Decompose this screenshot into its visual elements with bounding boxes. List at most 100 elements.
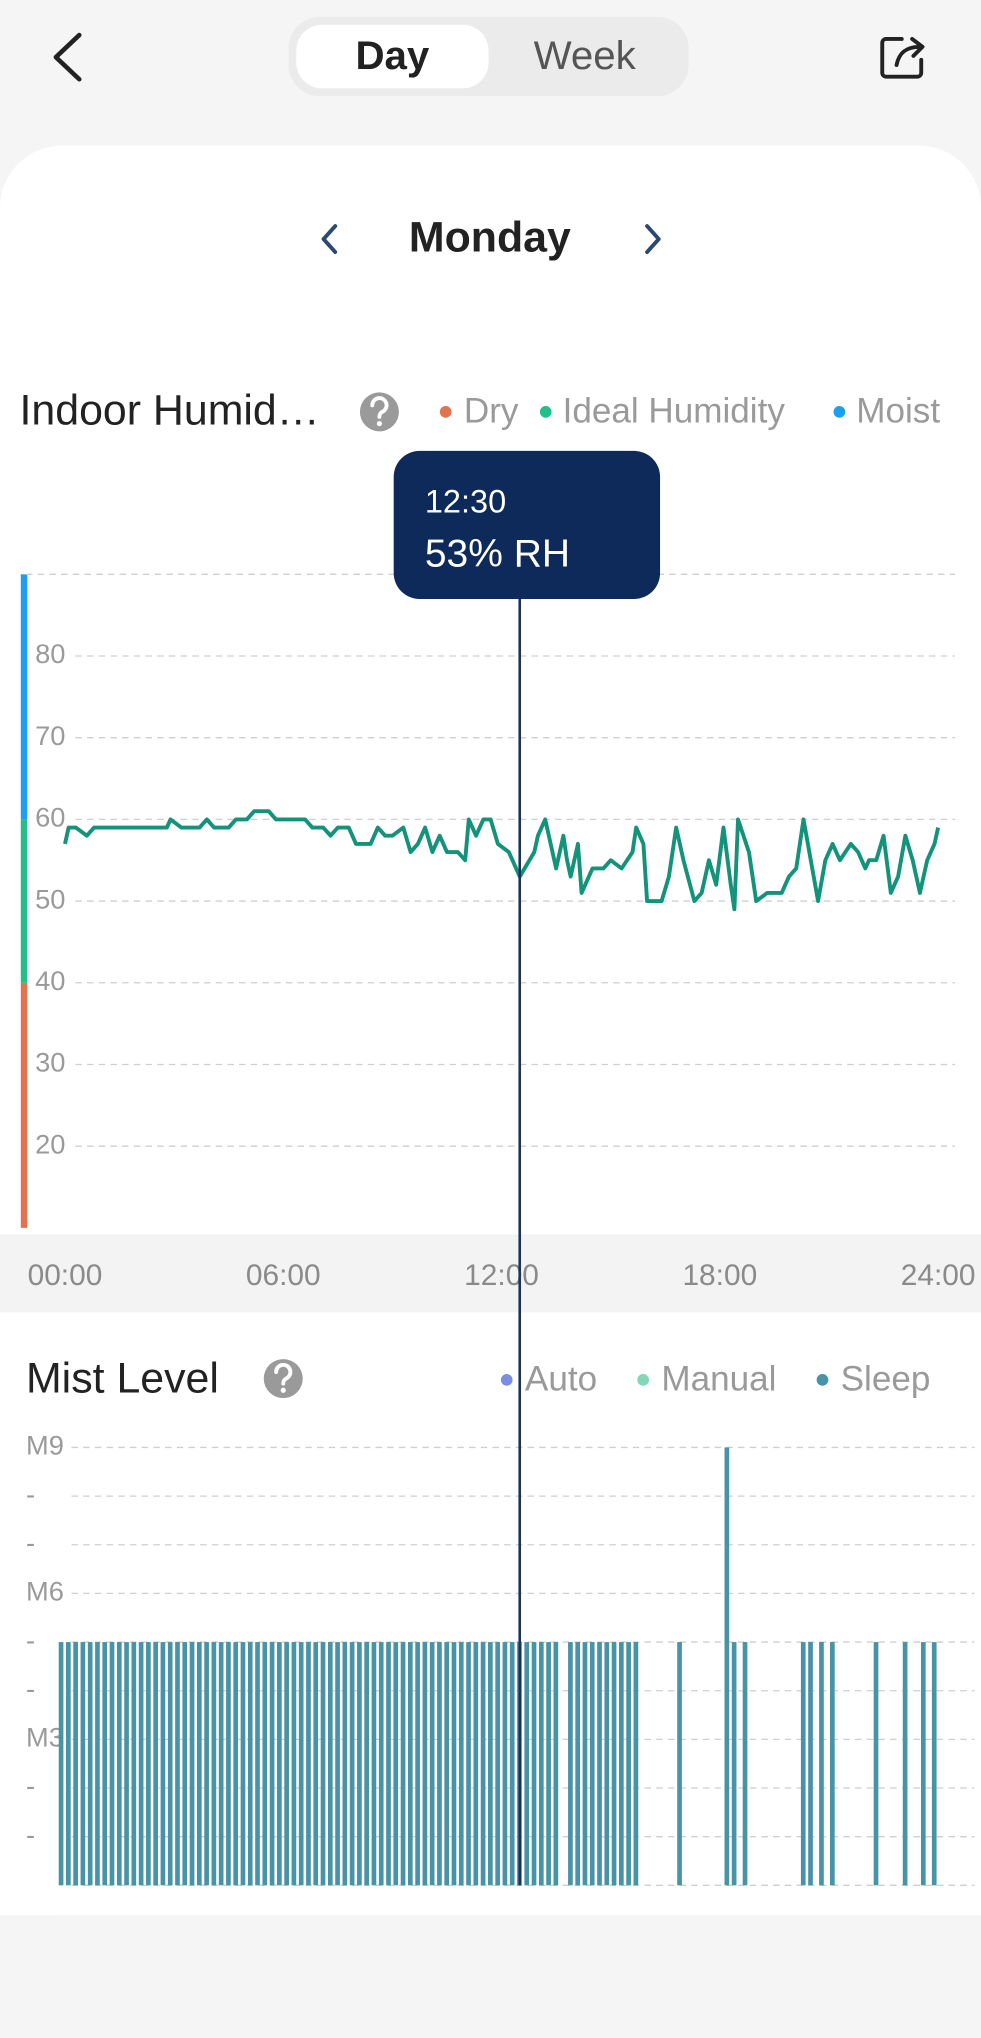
mist-bar <box>466 1642 471 1886</box>
mist-bar <box>873 1642 879 1886</box>
y-tick-label: 70 <box>35 720 65 751</box>
mist-bar <box>211 1642 217 1886</box>
mist-bar <box>58 1642 64 1886</box>
zone-band <box>20 982 28 1228</box>
humidity-line <box>63 809 941 912</box>
mist-bar <box>298 1642 304 1886</box>
mist-bar <box>73 1642 78 1886</box>
y-tick-label: 40 <box>35 965 65 996</box>
x-tick-label: 12:00 <box>464 1259 539 1292</box>
mist-bar <box>146 1642 151 1886</box>
mist-bar <box>116 1642 122 1886</box>
mist-bar <box>502 1642 508 1886</box>
mist-bar <box>800 1642 806 1886</box>
mist-bar <box>437 1642 442 1886</box>
next-day[interactable] <box>645 224 661 255</box>
mist-bar <box>597 1642 602 1886</box>
tab-week[interactable]: Week <box>534 33 637 78</box>
y-tick-label: - <box>26 1770 35 1801</box>
mist-bar <box>902 1642 908 1886</box>
mist-bar <box>277 1642 282 1886</box>
mist-bar <box>604 1642 610 1886</box>
share-button[interactable] <box>880 37 925 79</box>
mist-bar <box>240 1642 246 1886</box>
mist-bar <box>378 1642 384 1886</box>
mist-bar <box>175 1642 180 1886</box>
mist-bar <box>131 1642 137 1886</box>
mist-bar <box>509 1642 515 1886</box>
tab-selected <box>296 24 489 89</box>
mist-bar <box>931 1642 937 1886</box>
mist-bar <box>153 1642 158 1886</box>
y-tick-label: M6 <box>26 1576 64 1607</box>
x-tick-label: 24:00 <box>901 1259 976 1292</box>
mist-bar <box>495 1642 500 1886</box>
y-tick-label: - <box>26 1673 35 1704</box>
help-icon[interactable] <box>263 1359 303 1399</box>
back-button[interactable] <box>53 32 82 82</box>
legend-label: Manual <box>661 1359 776 1398</box>
mist-bar <box>819 1642 824 1886</box>
x-tick-label: 00:00 <box>28 1259 103 1292</box>
mist-bar <box>575 1642 581 1886</box>
mist-bar <box>306 1642 311 1886</box>
date-label: Monday <box>409 214 571 262</box>
y-tick-label: 30 <box>35 1047 65 1078</box>
mist-bar <box>415 1642 420 1886</box>
y-tick-label: - <box>26 1819 35 1850</box>
mist-bar <box>724 1447 730 1886</box>
x-tick-label: 06:00 <box>246 1259 321 1292</box>
mist-bar <box>589 1642 595 1886</box>
mist-bar <box>233 1642 239 1886</box>
tooltip-box <box>393 450 661 599</box>
mist-bar <box>524 1642 530 1886</box>
y-tick-label: - <box>26 1624 35 1655</box>
mist-bar <box>167 1642 173 1886</box>
mist-bar <box>393 1642 399 1886</box>
mist-bar <box>342 1642 348 1886</box>
mist-bar <box>480 1642 486 1886</box>
help-icon[interactable] <box>359 392 399 432</box>
legend-label: Auto <box>525 1359 597 1398</box>
mist-bar <box>444 1642 450 1886</box>
prev-day[interactable] <box>321 224 338 255</box>
tooltip-time: 12:30 <box>425 484 506 520</box>
humidity-title: Indoor Humid… <box>19 387 319 435</box>
legend-label: Moist <box>856 391 940 430</box>
mist-bar <box>731 1642 737 1886</box>
legend-marker <box>637 1374 650 1386</box>
mist-bar <box>611 1642 617 1886</box>
mist-bar <box>204 1642 209 1886</box>
y-tick-label: 20 <box>35 1128 65 1159</box>
overlay: 12:30 53% RH <box>393 450 661 1886</box>
mist-bar <box>138 1642 144 1886</box>
y-tick-label: - <box>26 1527 35 1558</box>
mist-bar <box>66 1642 71 1886</box>
mist-bar <box>451 1642 457 1886</box>
mist-bar <box>400 1642 406 1886</box>
mist-bar <box>742 1642 748 1886</box>
x-tick-label: 18:00 <box>682 1259 757 1292</box>
mist-bar <box>87 1642 93 1886</box>
y-tick-label: 80 <box>35 638 65 669</box>
tab-day[interactable]: Day <box>355 33 429 78</box>
mist-bar <box>538 1642 544 1886</box>
mist-bar <box>313 1642 319 1886</box>
zone-band <box>20 574 28 820</box>
legend-label: Dry <box>464 391 519 430</box>
mist-bar <box>109 1642 115 1886</box>
y-tick-label: M3 <box>26 1722 64 1753</box>
mist-bar <box>357 1642 362 1886</box>
mist-bar <box>422 1642 428 1886</box>
mist-bar <box>429 1642 435 1886</box>
x-axis-band <box>0 1234 981 1313</box>
mist-bar <box>182 1642 188 1886</box>
mist-bar <box>633 1642 639 1886</box>
mist-bar <box>102 1642 108 1886</box>
mist-bar <box>458 1642 464 1886</box>
mist-bar <box>189 1642 195 1886</box>
y-tick-label: 60 <box>35 802 65 833</box>
mist-title: Mist Level <box>26 1355 219 1403</box>
mist-bar <box>80 1642 86 1886</box>
